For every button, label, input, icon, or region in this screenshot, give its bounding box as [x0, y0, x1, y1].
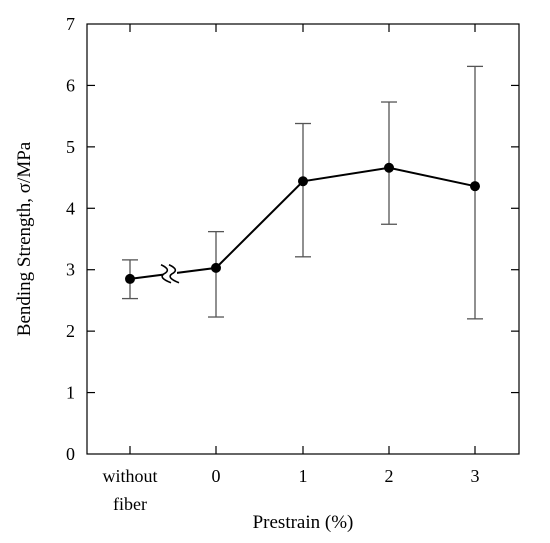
y-tick-label: 5 — [66, 137, 75, 157]
break-mark — [160, 264, 172, 284]
y-tick-label: 7 — [66, 14, 75, 34]
x-tick-label: 1 — [299, 466, 308, 486]
y-tick-label: 2 — [66, 321, 75, 341]
y-tick-label: 6 — [66, 75, 75, 95]
x-tick-label-line2: fiber — [113, 494, 147, 514]
data-point — [298, 176, 308, 187]
y-axis-title: Bending Strength, σ/MPa — [14, 141, 35, 336]
data-point — [125, 273, 135, 284]
data-point — [211, 262, 221, 273]
x-tick-label: 2 — [385, 466, 394, 486]
y-tick-label: 3 — [66, 260, 75, 280]
data-point — [384, 162, 394, 173]
data-point — [470, 181, 480, 192]
x-axis-title: Prestrain (%) — [253, 512, 354, 533]
series-layer — [122, 65, 483, 320]
break-mark — [168, 264, 180, 284]
y-axis-ticks: 0 1 2 3 4 5 6 7 — [66, 14, 519, 464]
y-tick-label: 1 — [66, 383, 75, 403]
x-tick-label: 0 — [212, 466, 221, 486]
x-tick-label: without — [102, 466, 157, 486]
x-axis-ticks: without fiber 0 1 2 3 — [102, 24, 480, 514]
x-tick-label: 3 — [471, 466, 480, 486]
y-tick-label: 4 — [66, 198, 75, 218]
y-tick-label: 0 — [66, 444, 75, 464]
